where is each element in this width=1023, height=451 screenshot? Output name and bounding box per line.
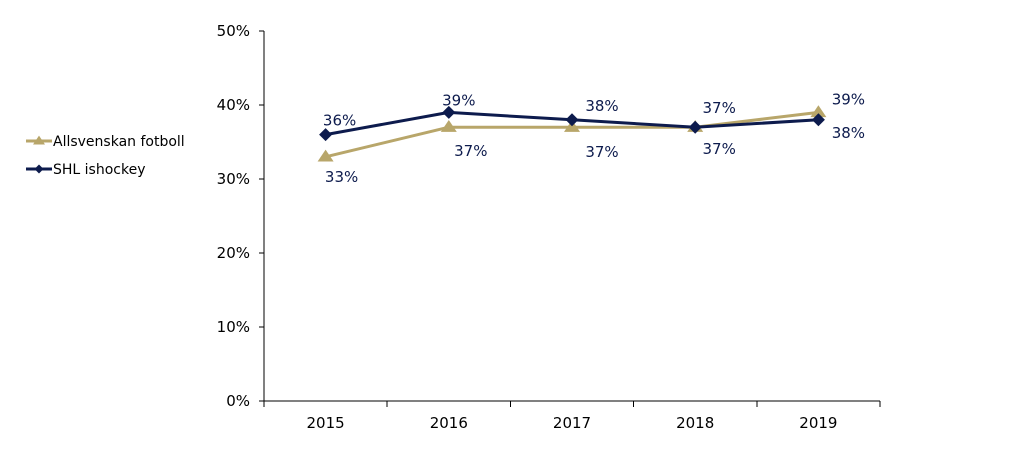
data-labels: 33% 37% 37% 37% 39% 36% 39% 38% 37% 38% <box>323 90 865 185</box>
legend-label: SHL ishockey <box>53 162 146 178</box>
data-label: 38% <box>832 124 865 142</box>
tick-labels: 0% 10% 20% 30% 40% 50% 2015 2016 2017 2018 2019 <box>217 22 838 432</box>
y-tick-label: 50% <box>217 22 250 40</box>
y-tick-label: 40% <box>217 96 250 114</box>
data-point-triangle <box>33 135 45 145</box>
y-tick-label: 10% <box>217 318 250 336</box>
x-tick-label: 2017 <box>553 414 591 432</box>
data-label: 33% <box>325 168 358 186</box>
x-tick-label: 2016 <box>430 414 468 432</box>
data-point-diamond <box>319 128 333 142</box>
data-label: 36% <box>323 112 356 130</box>
data-point-diamond <box>811 113 825 127</box>
data-label: 39% <box>832 90 865 108</box>
data-point-triangle <box>810 105 827 118</box>
data-point-diamond <box>442 105 456 119</box>
x-tick-label: 2015 <box>307 414 345 432</box>
x-tick-label: 2019 <box>799 414 837 432</box>
data-label: 39% <box>442 91 475 109</box>
data-point-diamond <box>34 164 44 174</box>
data-point-triangle <box>317 149 334 162</box>
data-label: 37% <box>454 142 487 160</box>
data-label: 37% <box>703 99 736 117</box>
legend-label: Allsvenskan fotboll <box>53 134 185 150</box>
axes <box>259 30 881 407</box>
data-label: 38% <box>585 97 618 115</box>
data-label: 37% <box>585 143 618 161</box>
data-label: 37% <box>703 140 736 158</box>
legend: Allsvenskan fotboll SHL ishockey <box>26 134 185 178</box>
y-tick-label: 0% <box>226 392 250 410</box>
data-point-triangle <box>440 120 457 132</box>
data-markers <box>317 105 827 162</box>
data-point-diamond <box>565 113 579 127</box>
data-point-diamond <box>688 120 702 134</box>
y-tick-label: 20% <box>217 244 250 262</box>
y-tick-label: 30% <box>217 170 250 188</box>
x-tick-label: 2018 <box>676 414 714 432</box>
